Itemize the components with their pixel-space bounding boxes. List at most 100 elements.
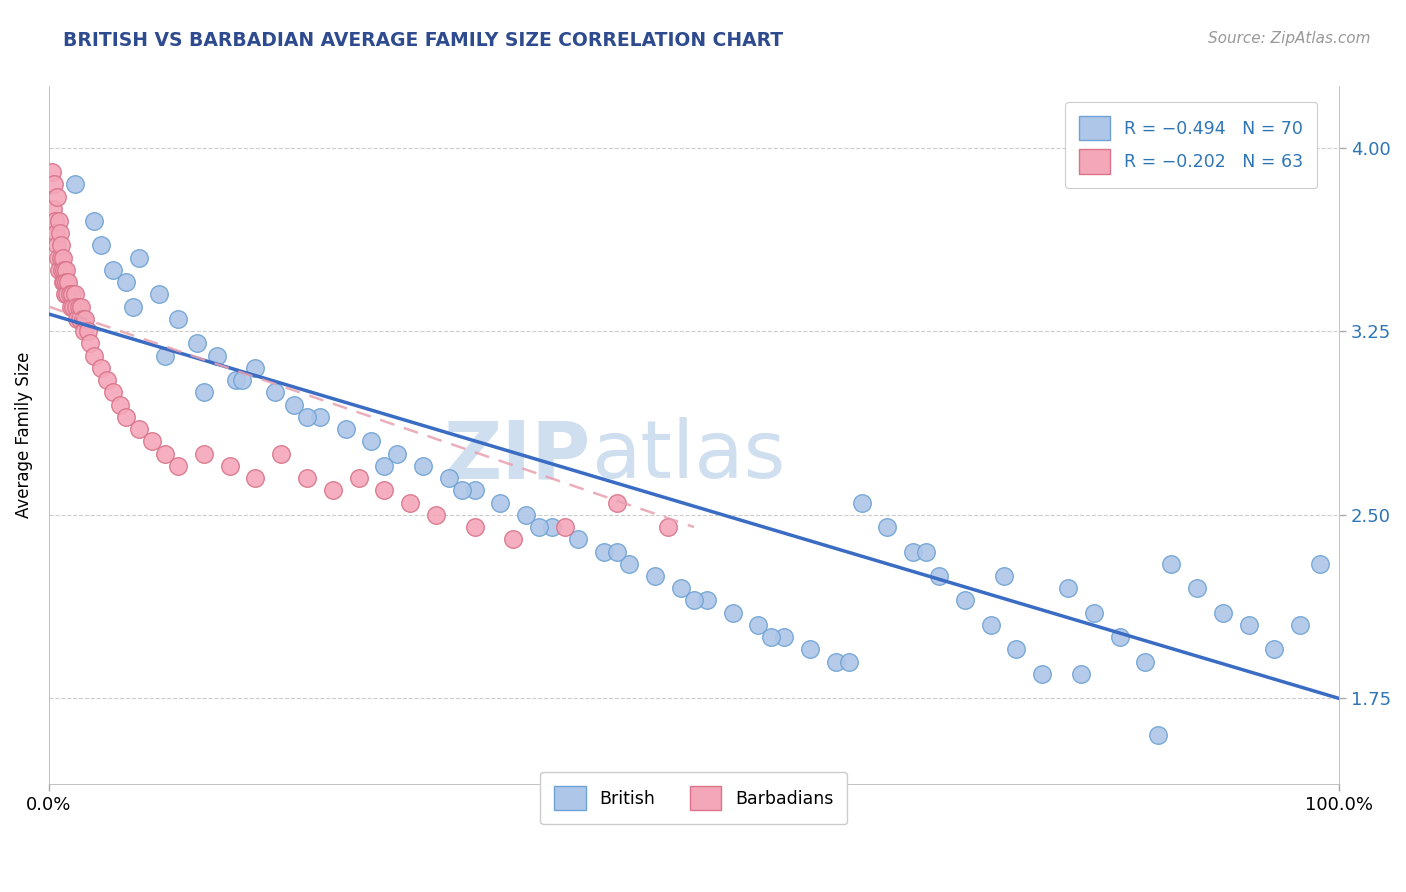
Point <box>46 238 69 252</box>
Text: Source: ZipAtlas.com: Source: ZipAtlas.com <box>1208 31 1371 46</box>
Point <box>66 312 89 326</box>
Point <box>387 446 409 460</box>
Point <box>45 226 67 240</box>
Point <box>70 300 93 314</box>
Point <box>153 446 176 460</box>
Point <box>1135 655 1157 669</box>
Point <box>245 360 267 375</box>
Point <box>115 409 138 424</box>
Point <box>1289 618 1312 632</box>
Point <box>76 324 98 338</box>
Point <box>515 508 537 522</box>
Text: ZIP: ZIP <box>443 417 591 495</box>
Point <box>128 422 150 436</box>
Point <box>96 373 118 387</box>
Point <box>851 495 873 509</box>
Point <box>44 178 66 192</box>
Point <box>115 275 138 289</box>
Point <box>90 238 112 252</box>
Point <box>283 398 305 412</box>
Point <box>592 544 614 558</box>
Point <box>48 214 70 228</box>
Point <box>225 373 247 387</box>
Point <box>838 655 860 669</box>
Point <box>554 520 576 534</box>
Point <box>437 471 460 485</box>
Point <box>67 300 90 314</box>
Point <box>193 385 215 400</box>
Point <box>903 544 925 558</box>
Point <box>52 275 75 289</box>
Point <box>167 458 190 473</box>
Point <box>65 300 87 314</box>
Point <box>263 385 285 400</box>
Point <box>45 189 67 203</box>
Point <box>55 263 77 277</box>
Point <box>79 336 101 351</box>
Point <box>425 508 447 522</box>
Point <box>153 349 176 363</box>
Point <box>53 287 76 301</box>
Point <box>44 214 66 228</box>
Point <box>799 642 821 657</box>
Point <box>412 458 434 473</box>
Point <box>167 312 190 326</box>
Point <box>489 495 512 509</box>
Point <box>669 581 692 595</box>
Point <box>58 275 80 289</box>
Point <box>51 251 73 265</box>
Point <box>721 606 744 620</box>
Point <box>42 202 65 216</box>
Point <box>399 495 422 509</box>
Point <box>450 483 472 498</box>
Point <box>108 398 131 412</box>
Point <box>49 251 72 265</box>
Point <box>761 630 783 644</box>
Point <box>52 263 75 277</box>
Point <box>980 618 1002 632</box>
Point <box>1237 618 1260 632</box>
Point <box>322 483 344 498</box>
Point <box>1057 581 1080 595</box>
Point <box>606 544 628 558</box>
Point <box>270 446 292 460</box>
Point <box>83 349 105 363</box>
Point <box>69 312 91 326</box>
Point <box>373 458 395 473</box>
Point <box>541 520 564 534</box>
Point <box>1160 557 1182 571</box>
Point <box>527 520 550 534</box>
Point <box>657 520 679 534</box>
Point <box>567 533 589 547</box>
Point <box>747 618 769 632</box>
Point <box>205 349 228 363</box>
Point <box>128 251 150 265</box>
Point <box>1108 630 1130 644</box>
Point <box>773 630 796 644</box>
Point <box>502 533 524 547</box>
Point <box>51 263 73 277</box>
Point <box>335 422 357 436</box>
Point <box>245 471 267 485</box>
Point <box>1147 728 1170 742</box>
Point <box>59 300 82 314</box>
Point <box>1212 606 1234 620</box>
Point <box>49 226 72 240</box>
Point <box>53 275 76 289</box>
Point <box>683 593 706 607</box>
Text: BRITISH VS BARBADIAN AVERAGE FAMILY SIZE CORRELATION CHART: BRITISH VS BARBADIAN AVERAGE FAMILY SIZE… <box>63 31 783 50</box>
Point <box>63 287 86 301</box>
Point <box>83 214 105 228</box>
Point <box>1263 642 1285 657</box>
Point <box>62 300 84 314</box>
Legend: British, Barbadians: British, Barbadians <box>540 772 848 824</box>
Point <box>186 336 208 351</box>
Point <box>606 495 628 509</box>
Point <box>464 520 486 534</box>
Point <box>619 557 641 571</box>
Point <box>59 287 82 301</box>
Point <box>51 238 73 252</box>
Point <box>41 165 63 179</box>
Point <box>644 569 666 583</box>
Y-axis label: Average Family Size: Average Family Size <box>15 352 32 518</box>
